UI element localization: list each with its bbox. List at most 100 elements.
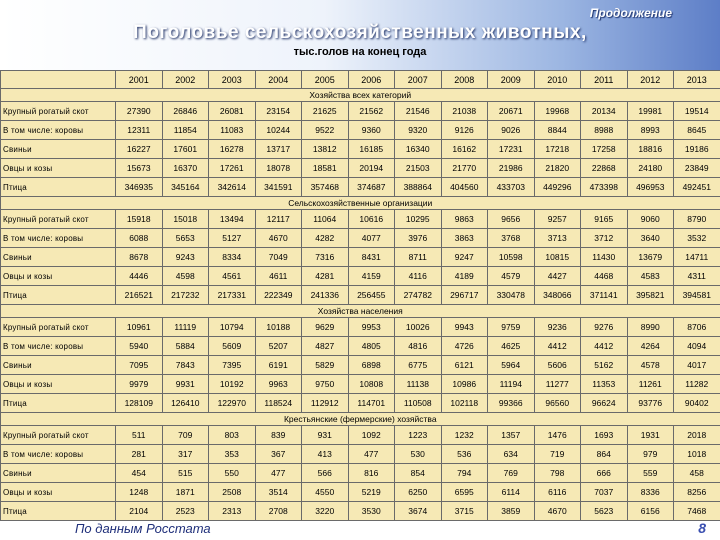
value-cell: 9247 [440, 247, 488, 267]
value-cell: 3768 [487, 228, 535, 248]
value-cell: 4427 [533, 266, 581, 286]
value-cell: 371141 [580, 285, 628, 305]
value-cell: 9320 [394, 120, 442, 140]
value-cell: 11138 [394, 374, 442, 394]
value-cell: 296717 [440, 285, 488, 305]
value-cell: 794 [440, 463, 488, 483]
value-cell: 9276 [580, 317, 628, 337]
value-cell: 114701 [347, 393, 395, 413]
value-cell: 9963 [254, 374, 302, 394]
value-cell: 256455 [347, 285, 395, 305]
section-header-row: Хозяйства всех категорий [0, 88, 720, 102]
value-cell: 9931 [161, 374, 209, 394]
value-cell: 118524 [254, 393, 302, 413]
value-cell: 4561 [208, 266, 256, 286]
value-cell: 530 [394, 444, 442, 464]
value-cell: 10616 [347, 209, 395, 229]
value-cell: 394581 [673, 285, 720, 305]
year-header-cell: 2003 [208, 70, 256, 89]
value-cell: 20671 [487, 101, 535, 121]
value-cell: 4550 [301, 482, 349, 502]
value-cell: 10188 [254, 317, 302, 337]
value-cell: 12311 [115, 120, 163, 140]
table-row: Крупный рогатый скот 511 709 803 839 931 1092 1… [0, 425, 720, 445]
livestock-table-container: 2001 2002 2003 2004 2005 2006 2007 2008 2009 2010… [0, 70, 720, 521]
value-cell: 18816 [626, 139, 674, 159]
table-row: Свиньи 454 515 550 477 566 816 854 794 769 798 666 5… [0, 463, 720, 483]
section-header-row: Хозяйства населения [0, 304, 720, 318]
value-cell: 2018 [673, 425, 720, 445]
value-cell: 17218 [533, 139, 581, 159]
year-header-cell: 2008 [440, 70, 488, 89]
value-cell: 23154 [254, 101, 302, 121]
value-cell: 18078 [254, 158, 302, 178]
value-cell: 2508 [208, 482, 256, 502]
value-cell: 15673 [115, 158, 163, 178]
value-cell: 8678 [115, 247, 163, 267]
value-cell: 110508 [394, 393, 442, 413]
value-cell: 9243 [161, 247, 209, 267]
value-cell: 4579 [487, 266, 535, 286]
table-row: Свиньи 8678 9243 8334 7049 7316 8431 8711 9247 10… [0, 247, 720, 267]
value-cell: 10808 [347, 374, 395, 394]
value-cell: 5829 [301, 355, 349, 375]
value-cell: 5653 [161, 228, 209, 248]
value-cell: 16278 [208, 139, 256, 159]
value-cell: 99366 [487, 393, 535, 413]
value-cell: 8844 [533, 120, 581, 140]
value-cell: 6250 [394, 482, 442, 502]
value-cell: 16340 [394, 139, 442, 159]
value-cell: 7468 [673, 501, 720, 521]
value-cell: 4625 [487, 336, 535, 356]
row-label: Крупный рогатый скот [0, 209, 116, 229]
value-cell: 6595 [440, 482, 488, 502]
year-header-cell: 2004 [254, 70, 302, 89]
value-cell: 2708 [254, 501, 302, 521]
table-row: Свиньи 16227 17601 16278 13717 13812 16185 1634… [0, 139, 720, 159]
year-header-cell: 2001 [115, 70, 163, 89]
value-cell: 4726 [440, 336, 488, 356]
value-cell: 7037 [580, 482, 628, 502]
row-label: Свиньи [0, 247, 116, 267]
value-cell: 3220 [301, 501, 349, 521]
value-cell: 719 [533, 444, 581, 464]
row-label: В том числе: коровы [0, 336, 116, 356]
value-cell: 3712 [580, 228, 628, 248]
value-cell: 23849 [673, 158, 720, 178]
value-cell: 8256 [673, 482, 720, 502]
value-cell: 477 [254, 463, 302, 483]
section-title: Крестьянские (фермерские) хозяйства [0, 412, 720, 426]
value-cell: 477 [347, 444, 395, 464]
section-title: Хозяйства населения [0, 304, 720, 318]
value-cell: 559 [626, 463, 674, 483]
value-cell: 3640 [626, 228, 674, 248]
row-label: Птица [0, 177, 116, 197]
value-cell: 4446 [115, 266, 163, 286]
table-row: Овцы и козы 1248 1871 2508 3514 4550 5219 6250 6… [0, 482, 720, 502]
year-header-cell: 2007 [394, 70, 442, 89]
value-cell: 6121 [440, 355, 488, 375]
value-cell: 9759 [487, 317, 535, 337]
value-cell: 839 [254, 425, 302, 445]
value-cell: 20194 [347, 158, 395, 178]
value-cell: 19186 [673, 139, 720, 159]
value-cell: 550 [208, 463, 256, 483]
value-cell: 102118 [440, 393, 488, 413]
value-cell: 4598 [161, 266, 209, 286]
value-cell: 4670 [533, 501, 581, 521]
value-cell: 6114 [487, 482, 535, 502]
value-cell: 21503 [394, 158, 442, 178]
value-cell: 8988 [580, 120, 628, 140]
value-cell: 96624 [580, 393, 628, 413]
value-cell: 433703 [487, 177, 535, 197]
value-cell: 9953 [347, 317, 395, 337]
value-cell: 8336 [626, 482, 674, 502]
table-row: Птица 216521 217232 217331 222349 241336 25645… [0, 285, 720, 305]
value-cell: 9236 [533, 317, 581, 337]
value-cell: 3976 [394, 228, 442, 248]
header-band [0, 0, 720, 70]
value-cell: 26081 [208, 101, 256, 121]
value-cell: 3530 [347, 501, 395, 521]
value-cell: 16227 [115, 139, 163, 159]
value-cell: 5623 [580, 501, 628, 521]
